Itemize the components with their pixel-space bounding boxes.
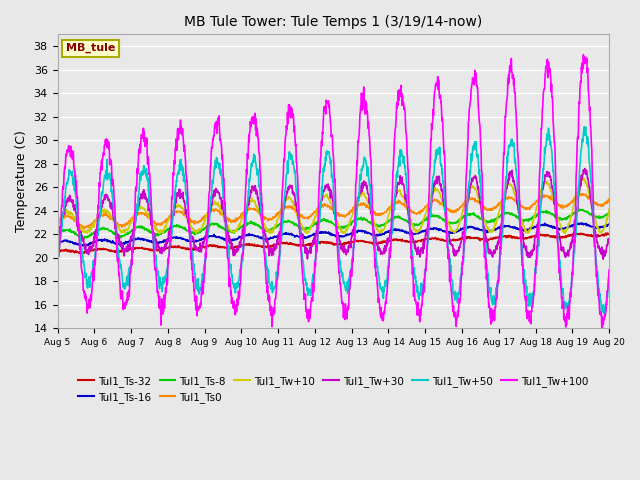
Tul1_Tw+30	[491, 251, 499, 256]
Tul1_Ts-8	[80, 236, 88, 241]
Tul1_Ts-8	[540, 209, 548, 215]
Tul1_Tw+50	[580, 124, 588, 130]
Tul1_Tw+50	[564, 312, 572, 318]
Y-axis label: Temperature (C): Temperature (C)	[15, 131, 28, 232]
Tul1_Tw+50	[163, 267, 171, 273]
Tul1_Ts-8	[605, 209, 613, 215]
Tul1_Tw+100	[177, 120, 184, 126]
Tul1_Tw+50	[238, 257, 246, 263]
Tul1_Ts-32	[239, 242, 246, 248]
Tul1_Tw+30	[163, 240, 171, 246]
Tul1_Ts0	[419, 206, 427, 212]
Line: Tul1_Tw+100: Tul1_Tw+100	[58, 55, 609, 331]
Text: MB_tule: MB_tule	[66, 43, 115, 53]
Line: Tul1_Tw+10: Tul1_Tw+10	[58, 178, 609, 234]
Tul1_Ts-16	[239, 235, 246, 240]
Legend: Tul1_Ts-32, Tul1_Ts-16, Tul1_Ts-8, Tul1_Ts0, Tul1_Tw+10, Tul1_Tw+30, Tul1_Tw+50,: Tul1_Ts-32, Tul1_Ts-16, Tul1_Ts-8, Tul1_…	[74, 372, 593, 407]
Tul1_Ts-32	[605, 231, 613, 237]
Tul1_Ts-32	[602, 230, 609, 236]
Line: Tul1_Ts-8: Tul1_Ts-8	[58, 209, 609, 239]
Tul1_Tw+10	[163, 220, 171, 226]
Tul1_Ts0	[239, 213, 246, 219]
Tul1_Ts-16	[540, 222, 548, 228]
Tul1_Tw+50	[540, 167, 547, 172]
Tul1_Ts-32	[54, 248, 61, 253]
Tul1_Ts-16	[82, 243, 90, 249]
Tul1_Ts0	[54, 220, 61, 226]
Tul1_Tw+10	[54, 221, 61, 227]
Tul1_Ts-32	[540, 232, 548, 238]
Tul1_Ts-16	[492, 226, 499, 232]
Tul1_Tw+30	[177, 195, 184, 201]
Tul1_Tw+100	[540, 89, 547, 95]
Tul1_Ts-16	[54, 241, 61, 247]
Tul1_Tw+100	[54, 264, 61, 270]
Tul1_Tw+50	[419, 282, 427, 288]
Tul1_Tw+100	[491, 309, 499, 315]
Tul1_Tw+30	[605, 238, 613, 243]
Tul1_Tw+100	[605, 267, 613, 273]
Tul1_Tw+30	[54, 236, 61, 242]
Tul1_Tw+50	[177, 157, 184, 163]
Tul1_Ts-16	[578, 220, 586, 226]
Tul1_Ts-32	[492, 235, 499, 240]
Tul1_Ts-32	[77, 251, 84, 256]
Tul1_Tw+100	[238, 252, 246, 258]
Line: Tul1_Tw+50: Tul1_Tw+50	[58, 127, 609, 315]
Tul1_Ts-32	[419, 237, 427, 243]
Tul1_Ts-16	[605, 221, 613, 227]
Tul1_Tw+10	[419, 220, 427, 226]
Tul1_Ts-8	[54, 230, 61, 236]
Tul1_Ts-8	[419, 218, 427, 224]
Tul1_Tw+50	[491, 301, 499, 307]
Tul1_Ts-8	[492, 216, 499, 222]
Tul1_Tw+50	[605, 271, 613, 277]
Tul1_Ts-16	[419, 228, 427, 234]
Line: Tul1_Tw+30: Tul1_Tw+30	[58, 168, 609, 259]
Tul1_Tw+10	[580, 175, 588, 181]
Tul1_Tw+10	[605, 206, 613, 212]
Tul1_Ts0	[177, 210, 184, 216]
Tul1_Ts-32	[163, 245, 171, 251]
Tul1_Tw+30	[581, 166, 589, 171]
Tul1_Ts-8	[575, 206, 582, 212]
Tul1_Tw+100	[419, 290, 427, 296]
Tul1_Ts0	[80, 226, 88, 231]
Line: Tul1_Ts-16: Tul1_Ts-16	[58, 223, 609, 246]
Line: Tul1_Ts0: Tul1_Ts0	[58, 194, 609, 228]
Tul1_Tw+30	[238, 236, 246, 241]
Tul1_Tw+100	[163, 276, 171, 282]
Tul1_Tw+30	[600, 256, 607, 262]
Tul1_Tw+10	[491, 220, 499, 226]
Tul1_Ts-8	[163, 227, 171, 233]
Tul1_Ts-8	[239, 223, 246, 229]
Tul1_Ts0	[540, 192, 548, 198]
Tul1_Ts0	[492, 204, 499, 210]
Tul1_Tw+100	[598, 328, 606, 334]
Tul1_Ts-32	[177, 244, 184, 250]
Tul1_Tw+10	[540, 182, 547, 188]
Tul1_Tw+10	[177, 204, 184, 210]
Title: MB Tule Tower: Tule Temps 1 (3/19/14-now): MB Tule Tower: Tule Temps 1 (3/19/14-now…	[184, 15, 483, 29]
Line: Tul1_Ts-32: Tul1_Ts-32	[58, 233, 609, 253]
Tul1_Tw+30	[540, 183, 547, 189]
Tul1_Tw+30	[419, 251, 427, 256]
Tul1_Tw+50	[54, 260, 61, 266]
Tul1_Ts-16	[177, 235, 184, 241]
Tul1_Ts0	[605, 197, 613, 203]
Tul1_Ts0	[163, 217, 171, 223]
Tul1_Tw+100	[580, 52, 588, 58]
Tul1_Tw+10	[238, 216, 246, 221]
Tul1_Ts-16	[163, 237, 171, 242]
Tul1_Ts-8	[177, 224, 184, 230]
Tul1_Ts0	[579, 191, 586, 197]
Tul1_Tw+10	[561, 231, 569, 237]
